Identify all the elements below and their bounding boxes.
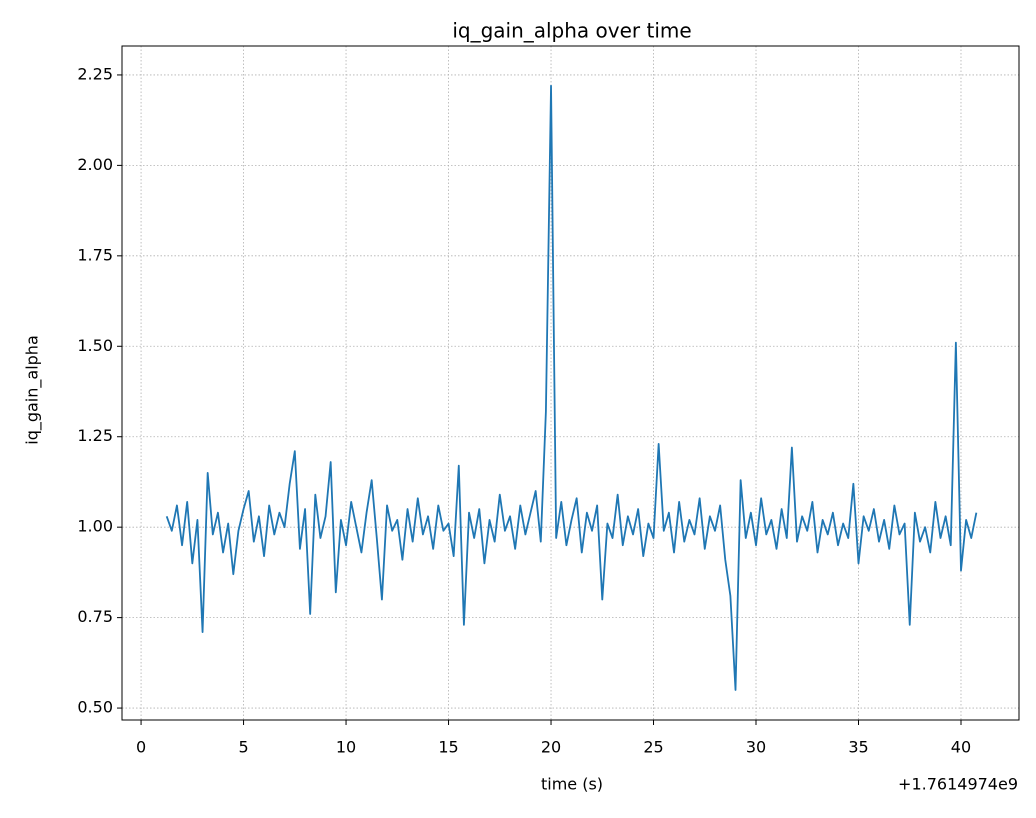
y-axis-label: iq_gain_alpha [23,335,43,445]
y-tick-label: 2.25 [77,64,113,83]
y-tick-label: 1.75 [77,245,113,264]
y-tick-label: 1.50 [77,336,113,355]
x-tick-label: 40 [951,738,971,757]
y-tick-label: 0.75 [77,607,113,626]
x-tick-label: 35 [848,738,868,757]
x-tick-label: 5 [238,738,248,757]
x-tick-label: 25 [643,738,663,757]
x-tick-label: 10 [336,738,356,757]
x-axis-label: time (s) [541,775,603,794]
data-line [165,84,978,691]
y-tick-label: 1.00 [77,517,113,536]
x-tick-label: 15 [438,738,458,757]
y-tick-label: 1.25 [77,426,113,445]
x-tick-label: 0 [136,738,146,757]
chart-title: iq_gain_alpha over time [452,19,691,43]
x-offset-label: +1.7614974e9 [898,775,1018,794]
x-tick-label: 20 [541,738,561,757]
y-tick-label: 2.00 [77,155,113,174]
x-tick-label: 30 [746,738,766,757]
plot-frame [121,45,1020,721]
y-tick-label: 0.50 [77,698,113,717]
